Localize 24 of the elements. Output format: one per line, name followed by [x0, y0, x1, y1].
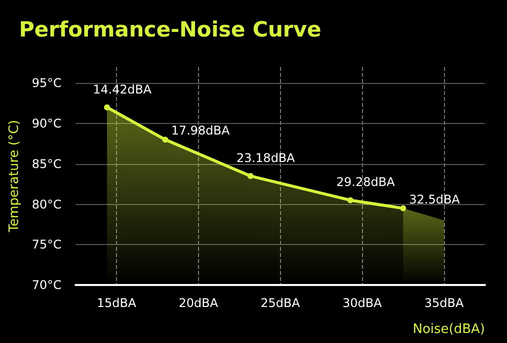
y-tick-label: 80°C	[32, 197, 62, 212]
x-tick-label: 30dBA	[342, 296, 383, 310]
annotation: 23.18dBA	[236, 151, 296, 165]
y-tick-label: 95°C	[32, 76, 62, 90]
y-axis-title: Temperature (°C)	[7, 120, 22, 234]
x-tick-label: 15dBA	[96, 296, 137, 310]
x-tick-label: 20dBA	[178, 296, 219, 310]
x-axis-title: Noise(dBA)	[412, 322, 485, 337]
point	[347, 197, 354, 204]
x-tick-label: 25dBA	[260, 296, 301, 310]
point	[104, 104, 110, 110]
annotation: 14.42dBA	[92, 82, 152, 96]
annotation: 32.5dBA	[409, 192, 461, 206]
y-tick-label: 75°C	[32, 238, 62, 252]
point	[162, 136, 168, 143]
y-tick-label: 90°C	[32, 116, 62, 131]
y-tick-label: 85°C	[32, 156, 62, 171]
y-tick-label: 70°C	[32, 278, 62, 292]
point	[247, 173, 254, 179]
annotation: 29.28dBA	[336, 175, 396, 190]
chart-title: Performance-Noise Curve	[19, 18, 322, 42]
annotation: 17.98dBA	[171, 124, 231, 138]
point	[400, 205, 406, 212]
x-tick-label: 35dBA	[424, 296, 465, 310]
